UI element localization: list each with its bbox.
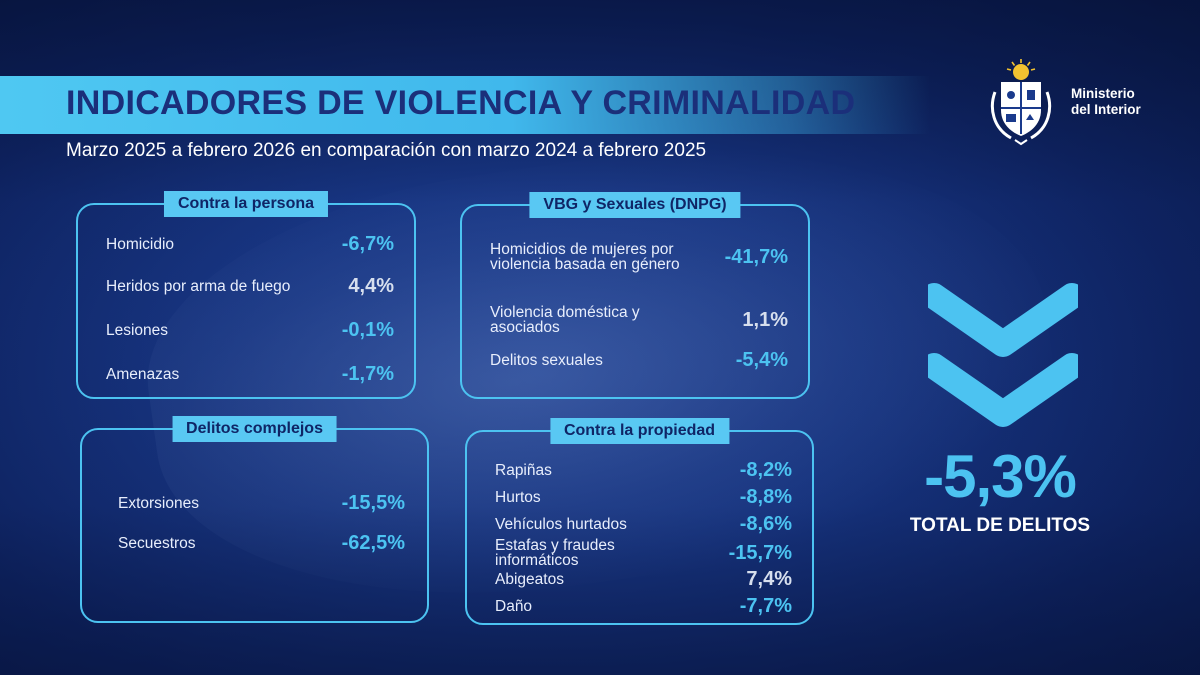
- total-label: TOTAL DE DELITOS: [909, 515, 1091, 536]
- row-label: Homicidios de mujeres por violencia basa…: [490, 241, 680, 273]
- list-item: Extorsiones -15,5%: [118, 488, 405, 518]
- row-value: 4,4%: [348, 274, 394, 297]
- row-label: Violencia doméstica y asociados: [490, 304, 640, 336]
- list-item: Delitos sexuales -5,4%: [490, 345, 788, 375]
- list-item: Heridos por arma de fuego 4,4%: [106, 271, 394, 301]
- row-value: -8,2%: [739, 458, 792, 481]
- list-item: Lesiones -0,1%: [106, 315, 394, 345]
- title-bar: [0, 76, 930, 134]
- panel-label: Contra la propiedad: [549, 418, 730, 444]
- row-label: Hurtos: [495, 488, 541, 506]
- panel-delitos-complejos: Delitos complejos Extorsiones -15,5% Sec…: [80, 416, 429, 623]
- row-label: Heridos por arma de fuego: [106, 277, 291, 295]
- row-label: Homicidio: [106, 235, 175, 253]
- row-label: Rapiñas: [495, 461, 552, 479]
- panel-vbg-y-sexuales: VBG y Sexuales (DNPG) Homicidios de muje…: [460, 192, 810, 399]
- page-title: INDICADORES DE VIOLENCIA Y CRIMINALIDAD: [66, 84, 856, 122]
- row-label: Daño: [495, 597, 533, 615]
- row-value: -8,6%: [739, 512, 792, 535]
- list-item: Vehículos hurtados -8,6%: [495, 512, 792, 536]
- row-label: Secuestros: [118, 534, 196, 552]
- row-label: Estafas y fraudes informáticos: [495, 537, 615, 569]
- row-label: Delitos sexuales: [490, 351, 603, 369]
- row-value: 1,1%: [742, 308, 788, 331]
- row-value: -0,1%: [341, 318, 394, 341]
- ministry-name-line2: del Interior: [1071, 102, 1141, 117]
- ministry-coat-of-arms-icon: [990, 59, 1052, 146]
- row-value: -41,7%: [724, 245, 788, 268]
- row-value: -15,7%: [728, 541, 792, 564]
- list-item: Estafas y fraudes informáticos -15,7%: [495, 537, 792, 569]
- row-value: 7,4%: [746, 567, 792, 590]
- row-value: -15,5%: [341, 491, 405, 514]
- panel-label: VBG y Sexuales (DNPG): [529, 192, 741, 218]
- row-value: -6,7%: [341, 232, 394, 255]
- row-label: Vehículos hurtados: [495, 515, 627, 533]
- row-value: -62,5%: [341, 531, 405, 554]
- row-value: -8,8%: [739, 485, 792, 508]
- page-subtitle: Marzo 2025 a febrero 2026 en comparación…: [66, 140, 707, 161]
- row-label: Lesiones: [106, 321, 169, 339]
- row-label: Extorsiones: [118, 494, 199, 512]
- row-value: -7,7%: [739, 594, 792, 617]
- ministry-name-line1: Ministerio: [1071, 86, 1135, 101]
- list-item: Homicidios de mujeres por violencia basa…: [490, 230, 788, 284]
- list-item: Daño -7,7%: [495, 594, 792, 618]
- panel-label: Contra la persona: [163, 191, 329, 217]
- panel-contra-la-persona: Contra la persona Homicidio -6,7% Herido…: [76, 191, 416, 399]
- double-chevron-down-icon: [928, 283, 1078, 427]
- row-value: -1,7%: [341, 362, 394, 385]
- list-item: Homicidio -6,7%: [106, 229, 394, 259]
- list-item: Abigeatos 7,4%: [495, 567, 792, 591]
- list-item: Amenazas -1,7%: [106, 359, 394, 389]
- total-value: -5,3%: [924, 443, 1077, 510]
- panel-contra-la-propiedad: Contra la propiedad Rapiñas -8,2% Hurtos…: [465, 418, 814, 625]
- list-item: Rapiñas -8,2%: [495, 458, 792, 482]
- list-item: Violencia doméstica y asociados 1,1%: [490, 302, 788, 338]
- row-label: Amenazas: [106, 365, 180, 383]
- ministry-name: Ministerio del Interior: [1071, 86, 1141, 118]
- panel-label: Delitos complejos: [172, 416, 337, 442]
- row-value: -5,4%: [735, 348, 788, 371]
- row-label: Abigeatos: [495, 570, 564, 588]
- list-item: Hurtos -8,8%: [495, 485, 792, 509]
- list-item: Secuestros -62,5%: [118, 528, 405, 558]
